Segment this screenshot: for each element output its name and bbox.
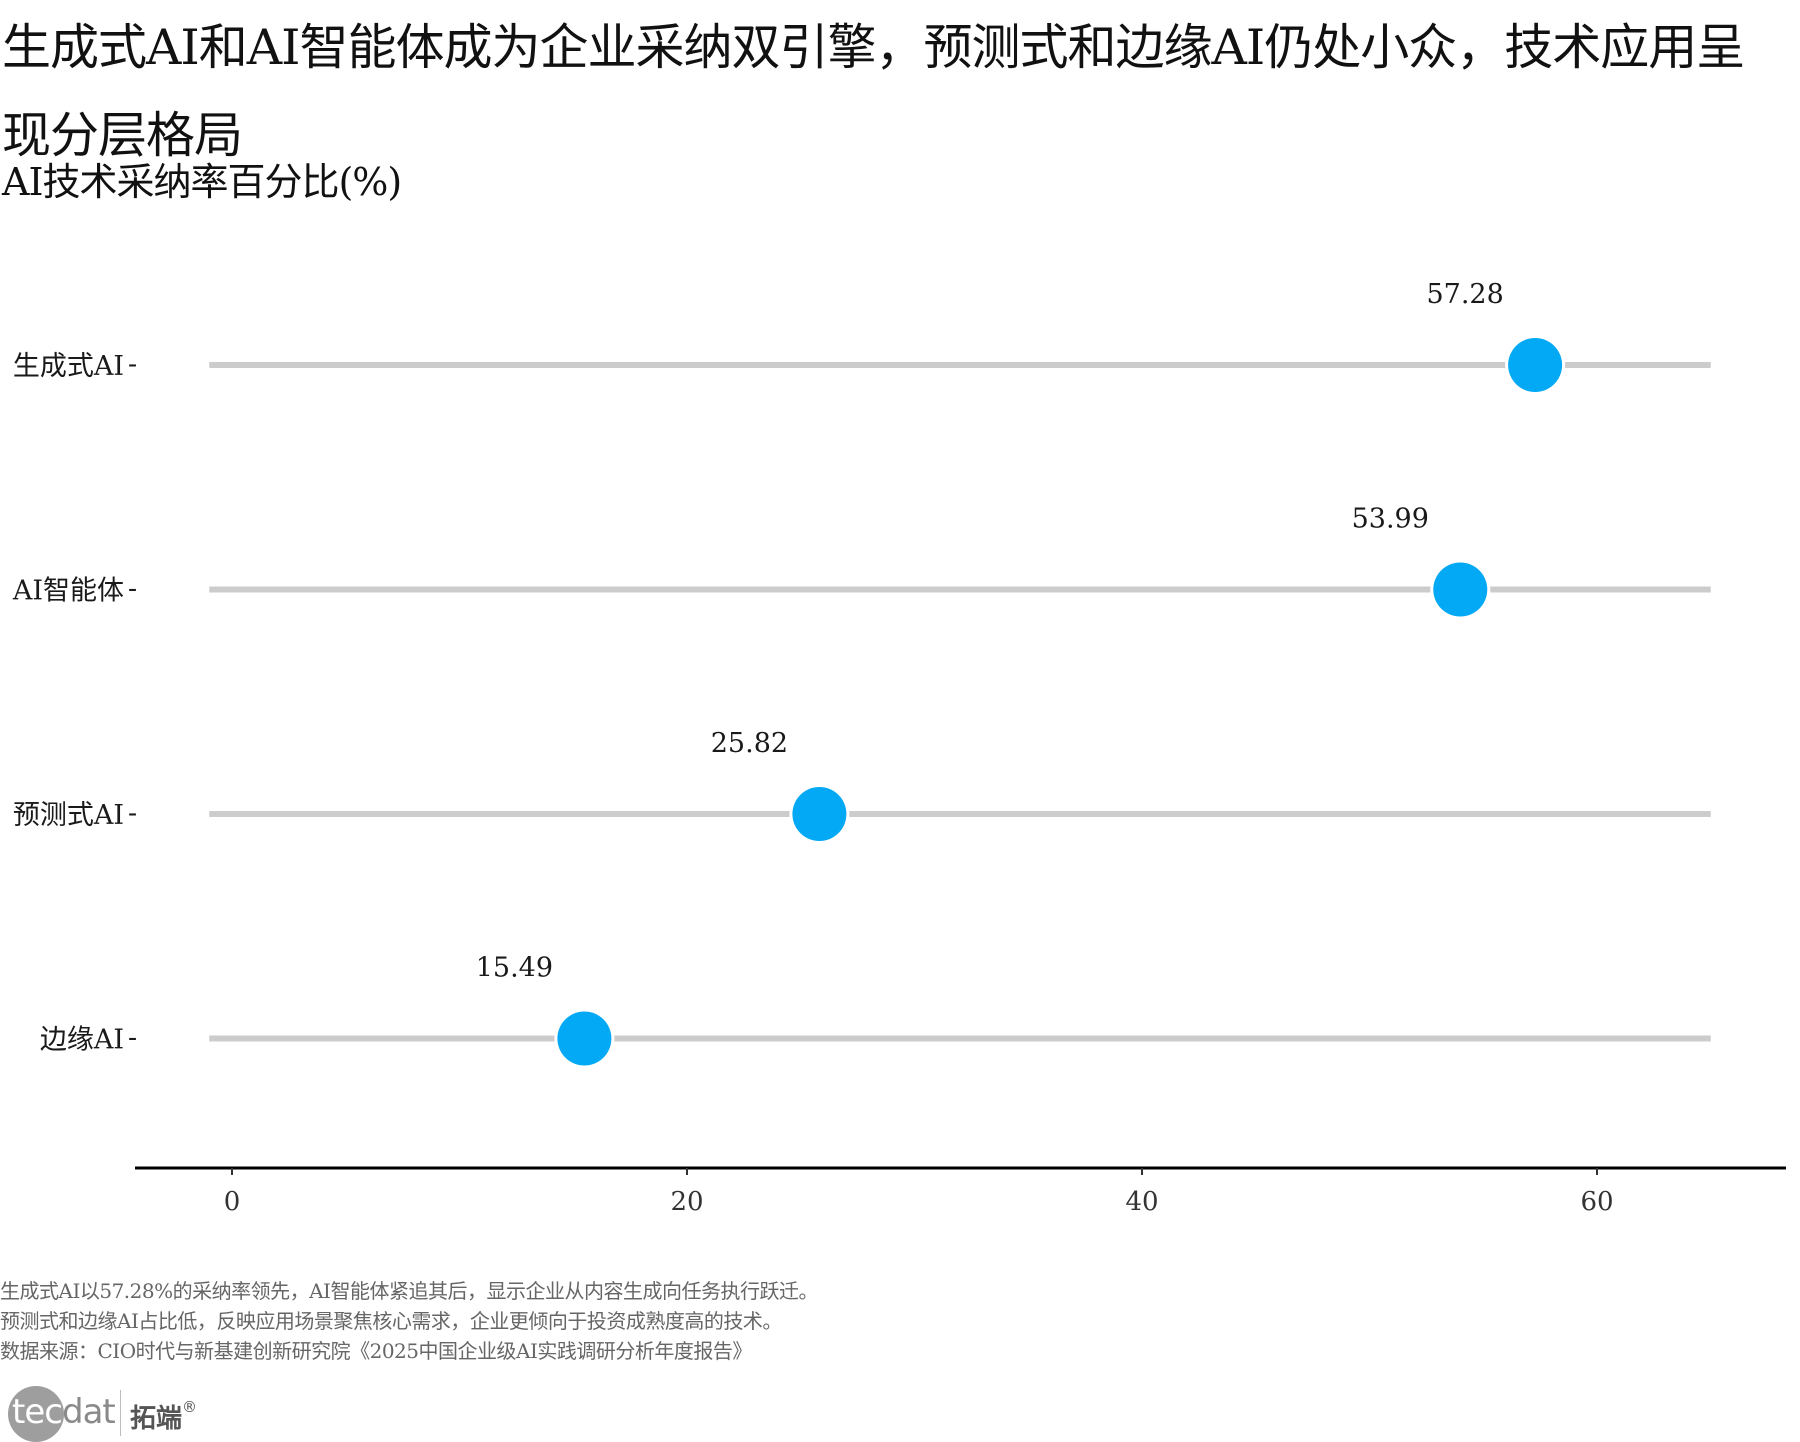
y-axis-tick-mark: - — [128, 349, 137, 380]
data-label: 53.99 — [1352, 504, 1429, 535]
y-axis-label: 预测式AI — [13, 800, 124, 831]
y-axis-tick-mark: - — [128, 1023, 137, 1054]
track-lines — [209, 362, 1711, 1042]
caption-source: 数据来源：CIO时代与新基建创新研究院《2025中国企业级AI实践调研分析年度报… — [0, 1339, 752, 1363]
y-axis-tick-mark: - — [128, 798, 137, 829]
data-label: 15.49 — [476, 953, 553, 984]
logo-circle-icon — [8, 1386, 64, 1442]
data-dot — [792, 787, 847, 841]
y-axis-label: 生成式AI — [13, 351, 124, 382]
x-axis-ticks: 0 20 40 60 — [224, 1168, 1614, 1217]
chart-title: 生成式AI和AI智能体成为企业采纳双引擎，预测式和边缘AI仍处小众，技术应用呈现… — [2, 19, 1745, 164]
y-axis-label: AI智能体 — [12, 576, 124, 607]
x-tick-label: 20 — [670, 1187, 703, 1217]
caption-line-2: 预测式和边缘AI占比低，反映应用场景聚焦核心需求，企业更倾向于投资成熟度高的技术… — [0, 1309, 782, 1333]
caption: 生成式AI以57.28%的采纳率领先，AI智能体紧追其后，显示企业从内容生成向任… — [0, 1276, 818, 1366]
data-label: 57.28 — [1426, 279, 1503, 310]
logo-text-tec: tec — [12, 1392, 63, 1432]
data-dots — [554, 335, 1566, 1069]
data-dot — [557, 1011, 612, 1066]
logo-text-chinese: 拓端® — [130, 1398, 197, 1435]
data-dot — [1433, 562, 1488, 617]
data-label: 25.82 — [711, 728, 788, 759]
logo-text-dat: dat — [62, 1392, 116, 1432]
data-labels: 57.28 53.99 25.82 15.49 — [476, 279, 1504, 984]
logo-divider — [120, 1390, 121, 1436]
y-axis-labels: 生成式AI -AI智能体 -预测式AI -边缘AI - — [12, 349, 137, 1056]
y-axis-tick-mark: - — [128, 574, 137, 605]
chart-subtitle: AI技术采纳率百分比(%) — [2, 160, 402, 204]
logo-chinese-name: 拓端 — [130, 1404, 183, 1434]
x-tick-label: 0 — [224, 1187, 241, 1217]
data-dot — [1508, 338, 1563, 392]
y-axis-label: 边缘AI — [40, 1025, 124, 1056]
caption-line-1: 生成式AI以57.28%的采纳率领先，AI智能体紧追其后，显示企业从内容生成向任… — [0, 1279, 818, 1303]
x-tick-label: 40 — [1125, 1187, 1158, 1217]
x-tick-label: 60 — [1580, 1187, 1613, 1217]
tecdat-logo: tec dat 拓端® — [4, 1384, 224, 1442]
logo-registered-mark: ® — [182, 1398, 198, 1416]
